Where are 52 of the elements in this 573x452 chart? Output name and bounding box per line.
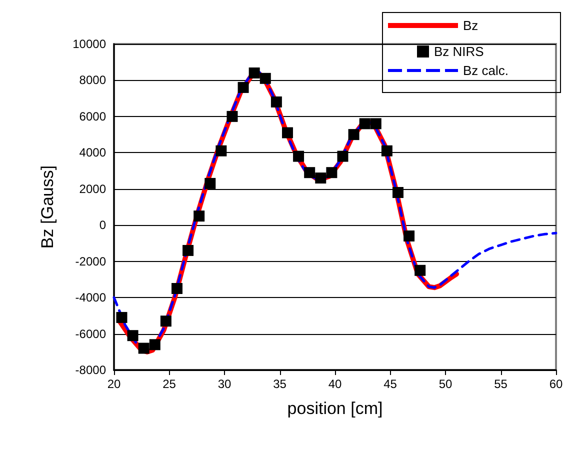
point <box>326 167 338 178</box>
point <box>149 339 160 350</box>
y-tick-label: 10000 <box>72 37 106 51</box>
point <box>315 172 326 184</box>
point <box>414 264 426 276</box>
legend-label: Bz NIRS <box>434 44 484 59</box>
point <box>116 312 128 323</box>
point <box>404 230 415 242</box>
legend-label: Bz calc. <box>463 63 509 78</box>
point <box>348 129 360 140</box>
x-tick-label: 45 <box>384 377 398 391</box>
point <box>171 283 182 294</box>
y-tick-label: -2000 <box>75 254 106 268</box>
y-tick-label: -8000 <box>75 363 106 377</box>
point <box>238 82 249 93</box>
y-axis-title: Bz [Gauss] <box>38 165 57 249</box>
x-tick-label: 35 <box>273 377 287 391</box>
point <box>216 145 227 156</box>
point <box>127 330 138 342</box>
point <box>226 110 238 122</box>
point <box>248 67 260 78</box>
x-tick-label: 55 <box>494 377 508 391</box>
y-tick-label: 2000 <box>79 182 106 196</box>
y-tick-label: 0 <box>99 218 106 232</box>
x-axis-title: position [cm] <box>287 399 383 418</box>
y-tick-label: -6000 <box>75 326 106 341</box>
point <box>194 210 205 222</box>
x-tick-label: 50 <box>438 377 452 391</box>
point <box>337 150 348 162</box>
point <box>204 178 216 189</box>
x-tick-label: 25 <box>162 377 176 391</box>
y-tick-label: 4000 <box>79 146 106 160</box>
point <box>359 118 370 130</box>
point <box>138 342 150 354</box>
x-tick-label: 20 <box>107 377 121 391</box>
point <box>392 187 404 198</box>
legend-label: Bz <box>463 18 478 33</box>
y-tick-label: 8000 <box>79 73 106 88</box>
point <box>282 127 293 138</box>
y-tick-label: 6000 <box>79 109 106 124</box>
point <box>260 72 271 84</box>
y-tick-label: -4000 <box>75 290 106 305</box>
x-tick-label: 40 <box>328 377 342 391</box>
x-tick-label: 60 <box>549 377 563 391</box>
point <box>293 150 304 162</box>
point <box>304 167 316 178</box>
point <box>270 96 282 108</box>
point <box>160 316 172 327</box>
x-tick-label: 30 <box>218 377 232 391</box>
point <box>370 118 382 130</box>
point <box>182 244 194 256</box>
point <box>381 145 392 156</box>
